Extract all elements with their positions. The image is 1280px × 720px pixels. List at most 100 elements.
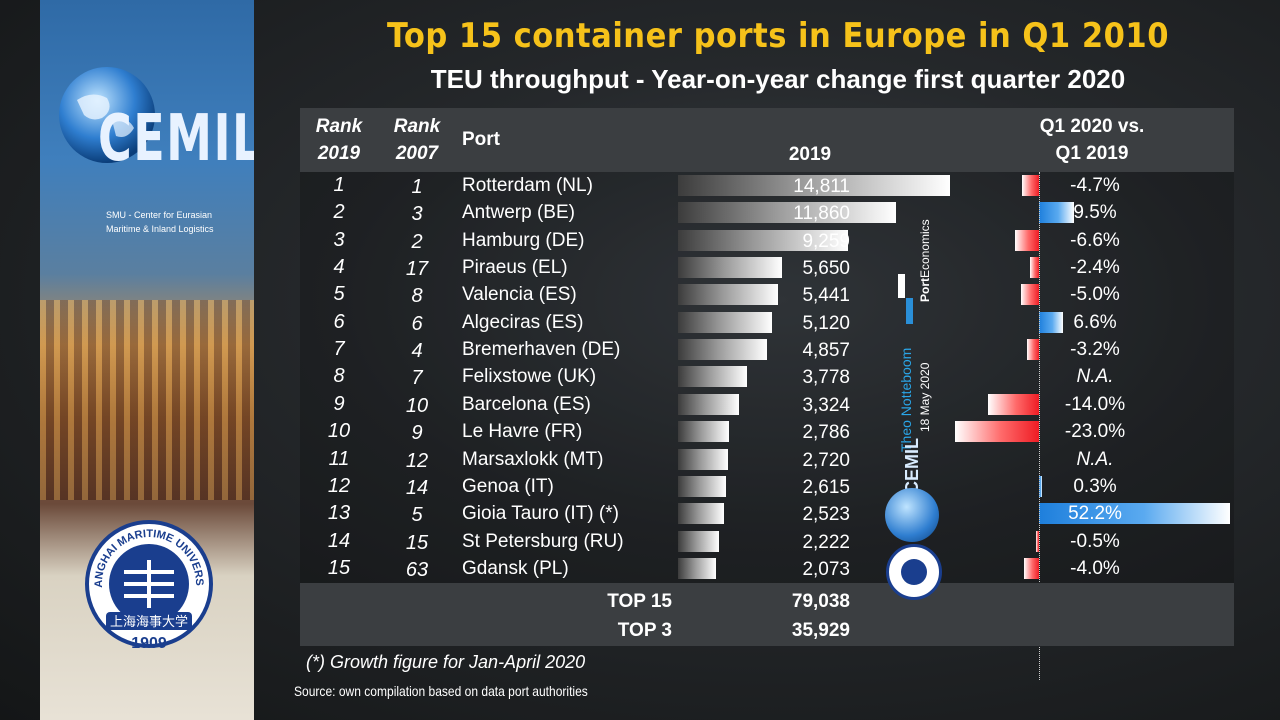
table-row: 5 8 Valencia (ES) 5,441 -5.0% (300, 281, 1234, 308)
port-name-cell: Marsaxlokk (MT) (462, 448, 604, 470)
port-name-cell: Hamburg (DE) (462, 229, 585, 251)
change-bar-positive (1039, 311, 1064, 333)
rank-2007-cell: 3 (411, 203, 423, 226)
change-bar-negative (1021, 175, 1039, 196)
rank-2019-cell: 11 (328, 447, 350, 470)
change-bar-positive (1039, 503, 1230, 525)
teu-value-label: 9,259 (802, 230, 850, 252)
rank-2019-cell: 14 (327, 529, 351, 552)
table-row: 9 10 Barcelona (ES) 3,324 -14.0% (300, 391, 1234, 418)
table-header: Rank 2019 Rank 2007 Port 2019 Q1 2020 vs… (300, 108, 1234, 172)
cemil-logo-text: CEMIL (98, 102, 254, 176)
rank-2019-cell: 10 (327, 420, 351, 443)
mini-seal-center (901, 559, 927, 585)
rank-2007-cell: 14 (405, 476, 429, 499)
port-name-cell: Barcelona (ES) (462, 393, 591, 415)
rank-2007-cell: 15 (405, 531, 429, 554)
porteconomics-brand-b: Economics (918, 219, 932, 278)
change-bar-negative (1020, 284, 1039, 306)
rank-2019-cell: 7 (333, 338, 345, 361)
teu-bar (678, 257, 782, 279)
header-rank-2019-line1: Rank (315, 116, 363, 137)
teu-bar (678, 202, 896, 224)
port-name-cell: Valencia (ES) (462, 284, 577, 306)
port-name-cell: Le Havre (FR) (462, 421, 583, 443)
change-value-label: -23.0% (1064, 421, 1126, 443)
change-bar-negative (1036, 530, 1039, 552)
rank-2007-cell: 9 (411, 422, 423, 445)
teu-bar (678, 284, 778, 306)
change-value-label: -0.5% (1070, 530, 1120, 552)
total-label: TOP 3 (617, 620, 672, 641)
teu-value-label: 11,860 (793, 203, 850, 225)
rank-2007-cell: 2 (411, 230, 423, 253)
table-row: 13 5 Gioia Tauro (IT) (*) 2,523 52.2% (300, 500, 1234, 527)
change-value-label: -5.0% (1070, 284, 1120, 306)
rank-2019-cell: 13 (327, 502, 351, 525)
seal-year: 1909 (131, 635, 167, 652)
author-name: Theo Notteboom (898, 347, 914, 452)
port-name-cell: Gioia Tauro (IT) (*) (462, 503, 619, 525)
rank-2019-cell: 15 (327, 556, 351, 579)
rank-2007-cell: 10 (405, 394, 429, 417)
rank-2007-cell: 4 (411, 340, 423, 363)
header-rank-2007-line1: Rank (393, 116, 441, 137)
porteconomics-bar-white (898, 274, 905, 298)
table-row: 2 3 Antwerp (BE) 11,860 9.5% (300, 199, 1234, 226)
table-row: 6 6 Algeciras (ES) 5,120 6.6% (300, 309, 1234, 336)
header-change-line1: Q1 2020 vs. (1039, 116, 1145, 137)
header-change: Q1 2020 vs. Q1 2019 (1012, 113, 1172, 167)
author-date: 18 May 2020 (918, 362, 932, 432)
change-value-label: 6.6% (1073, 311, 1117, 333)
header-rank-2007: Rank 2007 (382, 113, 452, 167)
table-row: 14 15 St Petersburg (RU) 2,222 -0.5% (300, 528, 1234, 555)
teu-value-label: 3,324 (802, 394, 850, 416)
teu-value-label: 2,615 (802, 476, 850, 498)
org-line-2: Maritime & Inland Logistics (106, 224, 214, 234)
port-name-cell: Piraeus (EL) (462, 257, 568, 279)
side-banner: CEMIL SMU - Center for Eurasian Maritime… (40, 0, 254, 720)
port-name-cell: Bremerhaven (DE) (462, 339, 621, 361)
teu-bar (678, 393, 740, 415)
table-row: 8 7 Felixstowe (UK) 3,778 N.A. (300, 363, 1234, 390)
teu-bar (678, 339, 768, 361)
change-value-label: -14.0% (1064, 393, 1126, 415)
university-seal: SHANGHAI MARITIME UNIVERSITY 上海海事大学 1909 (84, 512, 213, 652)
change-value-label: -2.4% (1070, 257, 1120, 279)
header-port: Port (462, 129, 500, 150)
chart-title: Top 15 container ports in Europe in Q1 2… (387, 16, 1169, 56)
change-value-label: N.A. (1076, 448, 1114, 470)
change-bar-negative (987, 393, 1039, 415)
change-value-label: -3.2% (1070, 339, 1120, 361)
rank-2019-cell: 8 (333, 365, 345, 388)
change-bar-negative (1024, 557, 1039, 579)
teu-bar (678, 229, 849, 251)
change-value-label: 52.2% (1068, 503, 1122, 525)
totals-block: TOP 15 79,038 TOP 3 35,929 (300, 583, 1234, 646)
change-bar-positive (1039, 202, 1074, 224)
header-rank-2007-line2: 2007 (395, 143, 439, 164)
source-note: Source: own compilation based on data po… (294, 683, 588, 699)
rank-2007-cell: 8 (411, 285, 423, 308)
cemil-mini-globe-icon (885, 488, 939, 542)
harbor-photo (40, 300, 254, 500)
change-bar-positive (1039, 475, 1042, 497)
table-row: 11 12 Marsaxlokk (MT) 2,720 N.A. (300, 446, 1234, 473)
teu-bar (678, 175, 950, 196)
total-value: 79,038 (791, 591, 850, 612)
table-row: 15 63 Gdansk (PL) 2,073 -4.0% (300, 555, 1234, 582)
seal-chinese: 上海海事大学 (110, 614, 188, 630)
port-name-cell: Felixstowe (UK) (462, 366, 597, 388)
rank-2019-cell: 12 (327, 474, 351, 497)
porteconomics-brand-a: Port (918, 278, 932, 302)
change-bar-negative (1014, 229, 1039, 251)
rank-2007-cell: 6 (411, 312, 423, 335)
table-row: 12 14 Genoa (IT) 2,615 0.3% (300, 473, 1234, 500)
teu-value-label: 14,811 (793, 176, 850, 197)
teu-value-label: 2,222 (802, 531, 850, 553)
teu-bar (678, 557, 717, 579)
rank-2019-cell: 2 (333, 201, 345, 224)
change-value-label: 0.3% (1073, 475, 1117, 497)
rank-2019-cell: 6 (333, 310, 345, 333)
